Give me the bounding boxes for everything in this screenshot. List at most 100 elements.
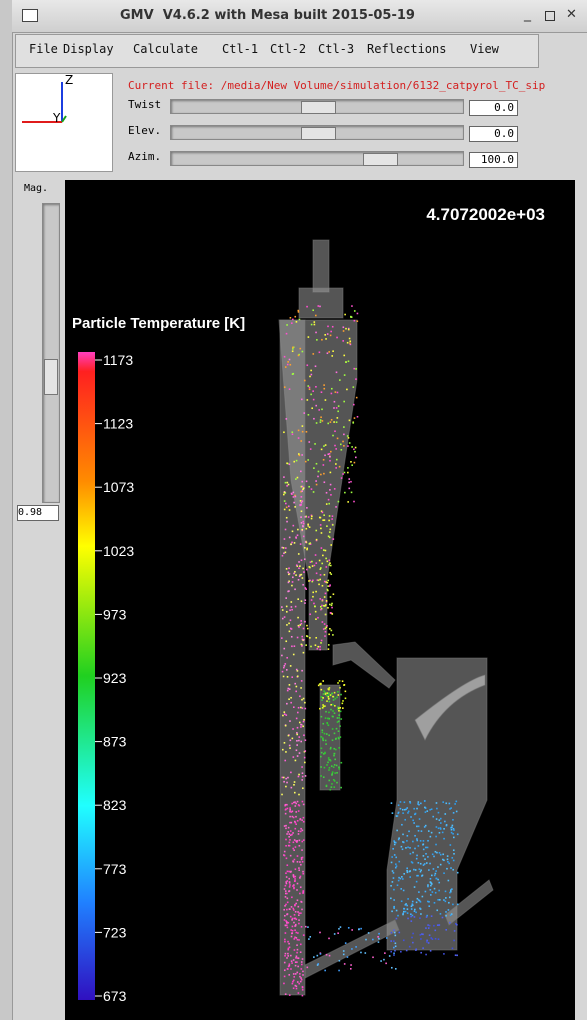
particle <box>456 871 459 874</box>
menu-item[interactable]: Ctl-2 <box>270 42 307 56</box>
particle <box>309 542 312 544</box>
particle <box>340 761 343 764</box>
particle <box>411 900 414 903</box>
particle <box>320 547 323 549</box>
particle <box>403 910 405 913</box>
particle <box>350 480 352 483</box>
particle <box>287 826 290 829</box>
slider-label: Twist <box>128 98 162 111</box>
particle <box>432 868 435 870</box>
time-label: 4.7072002e+03 <box>426 205 545 224</box>
particle <box>312 398 315 401</box>
particle <box>310 645 312 648</box>
particle <box>393 854 396 856</box>
mag-slider[interactable] <box>42 203 60 503</box>
particle <box>320 473 322 476</box>
particle <box>393 906 395 908</box>
particle <box>404 818 407 821</box>
particle <box>452 832 454 835</box>
menu-item[interactable]: Ctl-3 <box>318 42 355 56</box>
particle <box>300 863 302 866</box>
slider-track[interactable] <box>170 125 464 140</box>
particle <box>378 937 380 940</box>
particle <box>323 481 326 484</box>
particle <box>436 909 439 912</box>
particle <box>320 567 322 569</box>
particle <box>326 352 329 355</box>
particle <box>331 518 333 520</box>
particle <box>298 454 301 457</box>
particle <box>447 860 449 863</box>
particle <box>326 624 328 627</box>
particle <box>298 914 300 916</box>
particle <box>413 910 416 913</box>
slider-thumb[interactable] <box>363 153 398 166</box>
menu-item[interactable]: File <box>29 42 58 56</box>
particle <box>434 937 437 940</box>
particle <box>311 515 313 518</box>
particle <box>297 437 300 439</box>
particle <box>302 627 305 630</box>
particle <box>322 737 324 740</box>
particle <box>415 901 418 904</box>
menu-item[interactable]: View <box>470 42 499 56</box>
particle <box>305 480 308 483</box>
particle <box>292 959 295 961</box>
particle <box>420 830 423 832</box>
particle <box>334 748 337 751</box>
particle <box>306 305 308 308</box>
close-button[interactable]: ✕ <box>566 7 577 22</box>
mag-thumb[interactable] <box>44 359 58 395</box>
particle <box>422 855 425 857</box>
menu-item[interactable]: Ctl-1 <box>222 42 259 56</box>
particle <box>329 746 332 749</box>
particle <box>301 779 303 781</box>
particle <box>284 890 287 892</box>
particle <box>455 922 457 925</box>
particle <box>313 564 316 567</box>
menu-item[interactable]: Calculate <box>133 42 199 56</box>
colorbar-tick-label: 1073 <box>103 479 134 495</box>
particle <box>299 980 302 983</box>
slider-label: Azim. <box>128 150 162 163</box>
particle <box>294 925 296 927</box>
slider-track[interactable] <box>170 99 464 114</box>
particle <box>308 580 310 582</box>
particle <box>348 478 351 480</box>
particle <box>291 802 293 805</box>
particle <box>295 537 297 539</box>
menu-item[interactable]: Display <box>63 42 114 56</box>
particle <box>299 347 302 350</box>
particle <box>301 986 304 989</box>
particle <box>286 624 288 626</box>
particle <box>286 901 289 904</box>
particle <box>347 467 349 469</box>
particle <box>292 348 294 350</box>
particle <box>443 953 445 955</box>
particle <box>307 525 310 527</box>
window-menu-icon[interactable] <box>22 9 38 22</box>
particle <box>323 519 326 521</box>
particle <box>428 934 431 937</box>
particle <box>349 343 352 346</box>
maximize-button[interactable] <box>545 11 555 21</box>
minimize-button[interactable]: _ <box>524 6 531 22</box>
particle <box>325 953 328 956</box>
particle <box>292 706 295 709</box>
particle <box>397 811 400 814</box>
slider-thumb[interactable] <box>301 127 336 140</box>
particle <box>441 831 444 834</box>
particle <box>297 309 300 312</box>
particle <box>456 903 459 906</box>
slider-thumb[interactable] <box>301 101 336 114</box>
particle <box>324 691 327 694</box>
particle <box>323 623 326 625</box>
particle <box>302 488 304 491</box>
menu-item[interactable]: Reflections <box>367 42 447 56</box>
particle <box>334 758 336 761</box>
particle <box>333 764 336 766</box>
particle <box>297 429 300 432</box>
slider-track[interactable] <box>170 151 464 166</box>
particle <box>294 820 296 823</box>
particle <box>281 609 284 611</box>
